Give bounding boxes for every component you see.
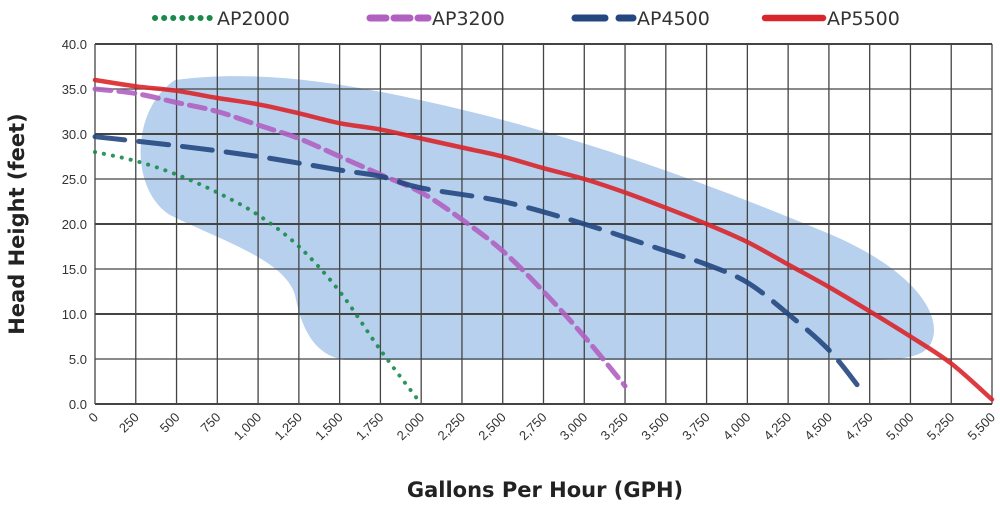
y-tick-label: 15.0 xyxy=(62,262,87,277)
y-tick-label: 5.0 xyxy=(69,352,87,367)
x-tick-label: 2,250 xyxy=(434,410,468,444)
x-tick-label: 250 xyxy=(116,410,142,436)
x-tick-label: 1,750 xyxy=(353,410,387,444)
x-tick-label: 4,750 xyxy=(842,410,876,444)
shaded-operating-region xyxy=(140,76,935,361)
x-tick-label: 3,750 xyxy=(679,410,713,444)
x-tick-label: 1,500 xyxy=(312,410,346,444)
y-tick-label: 35.0 xyxy=(62,82,87,97)
x-tick-label: 5,250 xyxy=(924,410,958,444)
x-tick-label: 4,500 xyxy=(801,410,835,444)
x-tick-label: 4,250 xyxy=(761,410,795,444)
x-tick-label: 2,000 xyxy=(394,410,428,444)
x-tick-label: 1,000 xyxy=(231,410,265,444)
y-tick-label: 0.0 xyxy=(69,397,87,412)
series-line-ap3200 xyxy=(92,86,628,389)
grid xyxy=(94,43,993,405)
y-tick-label: 10.0 xyxy=(62,307,87,322)
x-tick-label: 3,000 xyxy=(557,410,591,444)
y-axis-title: Head Height (feet) xyxy=(5,113,29,335)
legend-label: AP5500 xyxy=(827,8,900,30)
x-tick-label: 3,250 xyxy=(598,410,632,444)
x-tick-label: 1,250 xyxy=(271,410,305,444)
legend-label: AP4500 xyxy=(637,8,710,30)
x-tick-label: 5,000 xyxy=(883,410,917,444)
x-tick-label: 5,500 xyxy=(965,410,999,444)
x-tick-label: 750 xyxy=(197,410,223,436)
x-tick-label: 2,500 xyxy=(475,410,509,444)
y-tick-label: 40.0 xyxy=(62,37,87,52)
x-axis-title: Gallons Per Hour (GPH) xyxy=(407,478,683,502)
x-tick-label: 2,750 xyxy=(516,410,550,444)
series-line-ap4500 xyxy=(92,134,865,393)
legend-label: AP2000 xyxy=(217,8,290,30)
y-tick-label: 30.0 xyxy=(62,127,87,142)
series-line-ap5500 xyxy=(92,77,995,402)
x-tick-label: 500 xyxy=(157,410,183,436)
legend-label: AP3200 xyxy=(432,8,505,30)
x-tick-label: 0 xyxy=(85,410,101,426)
y-tick-label: 25.0 xyxy=(62,172,87,187)
y-tick-label: 20.0 xyxy=(62,217,87,232)
x-tick-label: 4,000 xyxy=(720,410,754,444)
series-line-ap2000 xyxy=(93,150,424,406)
legend: AP2000 AP3200 AP4500 AP5500 xyxy=(152,8,900,30)
x-tick-label: 3,500 xyxy=(638,410,672,444)
series-lines xyxy=(92,77,995,406)
